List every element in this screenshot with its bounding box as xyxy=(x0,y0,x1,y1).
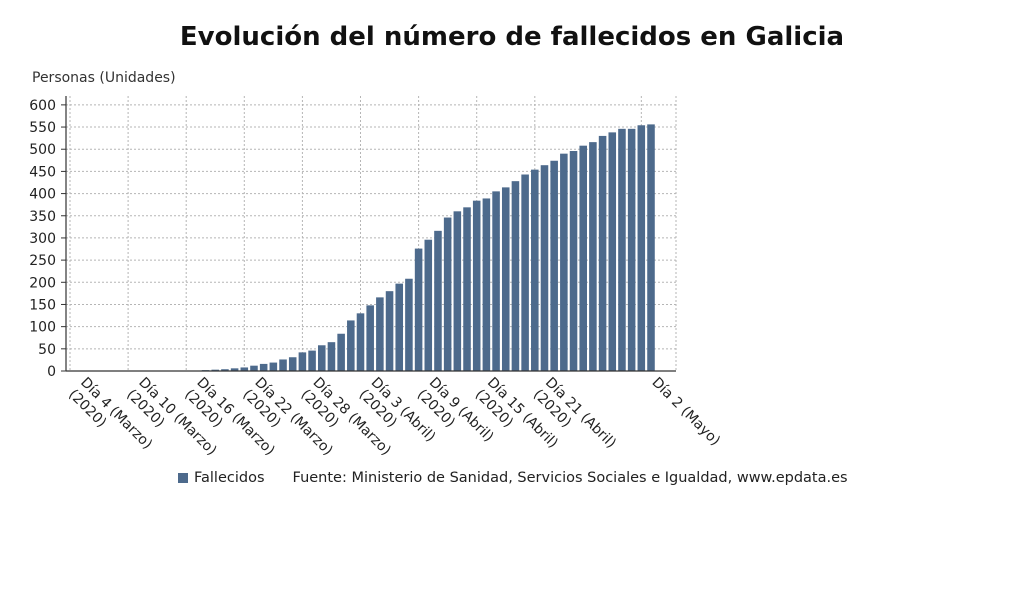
y-tick-label: 400 xyxy=(29,187,56,203)
y-axis-label: Personas (Unidades) xyxy=(32,70,176,86)
legend: Fallecidos Fuente: Ministerio de Sanidad… xyxy=(178,470,848,486)
bar xyxy=(482,198,491,371)
y-tick-label: 450 xyxy=(29,164,56,180)
bar xyxy=(298,352,307,371)
y-tick-label: 50 xyxy=(38,342,56,358)
bar xyxy=(531,169,539,371)
bar xyxy=(569,151,578,371)
bar xyxy=(463,207,471,371)
bar xyxy=(414,248,423,371)
bar xyxy=(366,305,374,371)
bar xyxy=(618,128,626,371)
bar xyxy=(540,165,549,371)
bar xyxy=(279,359,287,371)
y-tick-label: 500 xyxy=(29,142,56,158)
y-tick-label: 350 xyxy=(29,209,56,225)
axes xyxy=(61,96,676,372)
bar xyxy=(501,187,510,371)
bar xyxy=(240,367,249,371)
bar xyxy=(288,357,297,371)
bar xyxy=(337,333,345,371)
bar xyxy=(259,363,268,371)
source-note: Fuente: Ministerio de Sanidad, Servicios… xyxy=(292,470,848,486)
legend-swatch xyxy=(178,473,188,483)
bar xyxy=(492,191,500,371)
y-tick-labels: 0 50 100 150 200 250 300 350 400 450 500 550 600 xyxy=(29,98,56,380)
bar xyxy=(405,278,413,371)
bar xyxy=(395,283,404,371)
bar xyxy=(211,369,220,371)
y-tick-label: 550 xyxy=(29,120,56,136)
bar xyxy=(356,313,365,371)
bar xyxy=(434,230,442,371)
bar xyxy=(511,181,520,371)
bar xyxy=(221,369,229,371)
bar xyxy=(521,174,529,371)
bar xyxy=(453,211,462,371)
bar xyxy=(385,291,394,371)
bar xyxy=(647,124,655,371)
bar xyxy=(250,365,258,371)
x-tick-labels: Día 4 (Marzo)(2020) Día 10 (Marzo)(2020) D… xyxy=(65,375,723,460)
bar xyxy=(308,350,316,371)
bar xyxy=(579,145,587,371)
bar xyxy=(327,342,336,371)
bar xyxy=(598,135,607,371)
y-tick-label: 0 xyxy=(47,364,56,380)
bar xyxy=(560,153,568,371)
bar xyxy=(637,125,646,371)
y-tick-label: 150 xyxy=(29,297,56,313)
legend-label: Fallecidos xyxy=(194,470,265,486)
bar xyxy=(589,142,597,371)
bar xyxy=(608,132,617,371)
bar xyxy=(443,217,452,371)
bar xyxy=(269,362,278,371)
y-tick-label: 250 xyxy=(29,253,56,269)
chart-title: Evolución del número de fallecidos en Ga… xyxy=(179,22,845,52)
bar xyxy=(347,320,355,371)
y-tick-label: 600 xyxy=(29,98,56,114)
bar xyxy=(230,368,239,371)
bar xyxy=(376,297,384,371)
y-tick-label: 100 xyxy=(29,320,56,336)
bar xyxy=(424,239,433,371)
bar xyxy=(627,128,636,371)
y-tick-label: 300 xyxy=(29,231,56,247)
bars xyxy=(182,124,655,371)
bar xyxy=(472,200,481,371)
y-tick-label: 200 xyxy=(29,275,56,291)
bar xyxy=(550,160,558,371)
x-tick-label: Día 21 (Abril)(2020) xyxy=(530,375,619,460)
x-tick-label: Día 2 (Mayo) xyxy=(648,375,723,450)
bar xyxy=(317,345,326,371)
bar-chart: Personas (Unidades) 0 50 100 150 200 250 300 35… xyxy=(29,70,723,460)
